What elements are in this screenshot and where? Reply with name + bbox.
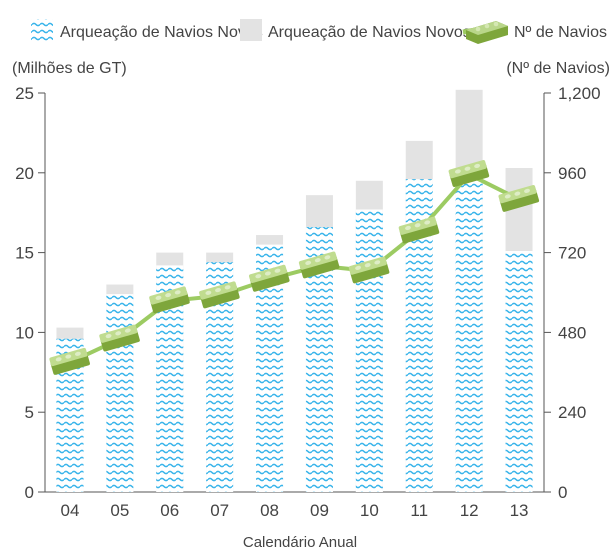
line-marker	[249, 264, 290, 292]
x-tick-label: 12	[460, 501, 479, 520]
brick-stud	[464, 166, 471, 171]
y-left-tick-label: 25	[15, 84, 34, 103]
legend-swatch-wave	[31, 19, 53, 41]
line-series	[69, 172, 520, 365]
brick-stud	[355, 265, 362, 270]
brick-stud	[174, 290, 181, 295]
x-tick-label: 06	[160, 501, 179, 520]
line-marker	[49, 347, 90, 375]
x-tick-label: 10	[360, 501, 379, 520]
legend-swatch-gray	[240, 19, 262, 41]
brick-stud	[274, 268, 281, 273]
brick-stud	[115, 331, 122, 336]
brick-stud	[414, 223, 421, 228]
brick-stud	[224, 285, 231, 290]
line-marker	[398, 216, 440, 244]
y-right-tick-label: 0	[558, 483, 567, 502]
y-left-tick-label: 0	[25, 483, 34, 502]
line-marker	[448, 160, 490, 187]
line-marker	[199, 281, 240, 309]
brick-stud	[55, 357, 62, 362]
brick-stud	[374, 260, 381, 265]
x-tick-label: 13	[510, 501, 529, 520]
legend-label-1: Arqueação de Navios Novos	[60, 24, 263, 41]
brick-stud	[454, 169, 461, 174]
y-right-tick-label: 480	[558, 323, 586, 342]
line-marker	[498, 185, 540, 212]
x-axis-title: Calendário Anual	[243, 534, 357, 548]
brick-stud	[474, 163, 481, 169]
brick-stud	[424, 220, 431, 225]
brick-stud	[155, 295, 162, 300]
line-marker	[149, 286, 190, 314]
y-right-tick-label: 1,200	[558, 84, 601, 103]
x-tick-label: 05	[110, 501, 129, 520]
brick-stud	[74, 351, 81, 356]
legend-swatch-brick-icon	[462, 21, 508, 44]
x-tick-label: 09	[310, 501, 329, 520]
brick-stud	[405, 225, 411, 231]
line-marker	[348, 256, 390, 284]
brick-stud	[65, 354, 72, 359]
bar-wave	[455, 177, 483, 492]
legend: Arqueação de Navios Novos Arqueação de N…	[31, 19, 607, 44]
line-marker	[99, 324, 140, 352]
brick-stud	[305, 260, 312, 265]
brick-stud	[255, 274, 262, 279]
y-right-tick-label: 240	[558, 403, 586, 422]
y-right-tick-label: 960	[558, 164, 586, 183]
y-left-tick-label: 15	[15, 244, 34, 263]
brick-stud	[514, 191, 521, 196]
y-right-axis-title: (Nº de Navios)	[506, 60, 610, 77]
brick-stud	[124, 328, 131, 333]
y-right-tick-label: 720	[558, 244, 586, 263]
brick-stud	[524, 188, 530, 193]
x-tick-label: 07	[210, 501, 229, 520]
legend-label-2: Arqueação de Navios Novos	[268, 24, 471, 41]
brick-stud	[215, 287, 221, 293]
y-left-tick-label: 10	[15, 323, 34, 342]
bar-wave	[505, 251, 533, 492]
brick-stud	[364, 263, 371, 268]
x-tick-label: 08	[260, 501, 279, 520]
y-left-axis-title: (Milhões de GT)	[12, 60, 127, 77]
legend-label-3: Nº de Navios	[514, 24, 607, 41]
brick-stud	[314, 258, 321, 263]
brick-stud	[324, 255, 331, 260]
brick-stud	[105, 333, 112, 339]
line-marker	[298, 251, 340, 279]
line-markers	[49, 160, 540, 375]
bar-wave	[106, 294, 134, 492]
x-tick-label: 11	[410, 501, 428, 520]
bar-wave	[355, 209, 383, 492]
y-left-tick-label: 20	[15, 164, 34, 183]
brick-stud	[165, 292, 172, 298]
y-left-tick-label: 5	[25, 403, 34, 422]
series-line	[69, 172, 520, 365]
x-tick-label: 04	[60, 501, 79, 520]
brick-stud	[504, 194, 511, 199]
brick-stud	[264, 271, 271, 276]
brick-stud	[205, 290, 212, 295]
